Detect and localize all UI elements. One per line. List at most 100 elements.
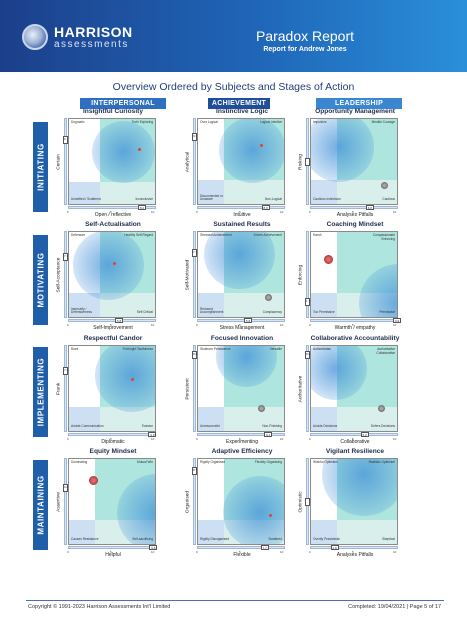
- row-label-motivating: MOTIVATING: [33, 235, 48, 325]
- paradox-panel: Collaborative Accountability Authoritativ…: [298, 335, 410, 448]
- quadrant-label-top-left: Blunt: [71, 347, 79, 351]
- quadrant-blue: [311, 519, 338, 544]
- quadrant-green-lower: [99, 181, 155, 204]
- quadrant-label-bottom-right: Scattered: [268, 537, 282, 542]
- quadrant-label-top-left: Over Logical: [200, 120, 218, 124]
- tick-low: 0: [309, 437, 311, 441]
- score-zone: [222, 476, 284, 544]
- tick-low: 0: [67, 550, 69, 554]
- panel-x-scale-bar: [197, 433, 285, 436]
- panel-y-scale-bar: [64, 118, 67, 205]
- x-score-badge: 7.7: [260, 545, 269, 550]
- quadrant-label-top-left: Harsh: [313, 233, 322, 237]
- panel-title: Insightful Curiosity: [82, 108, 144, 115]
- tick-low: 0: [196, 550, 198, 554]
- panel-title: Equity Mindset: [89, 448, 137, 455]
- quadrant-label-bottom-left: Rigidly Disorganised: [200, 537, 230, 542]
- tick-mid: 5: [110, 437, 112, 441]
- score-zone: [204, 232, 275, 290]
- column-header-interpersonal: INTERPERSONAL: [80, 98, 166, 109]
- score-marker-ring: [324, 255, 334, 265]
- quadrant-label-top-left: Stressed Achievement: [200, 233, 232, 237]
- panel-y-scale-bar: [306, 345, 309, 432]
- paradox-panel: Insightful Curiosity Certain Dogmatic Truth…: [56, 108, 168, 221]
- quadrant-green-lower: [224, 292, 284, 317]
- x-score-badge: 5.8: [115, 318, 124, 323]
- quadrant-label-bottom-right: Skeptical: [382, 537, 395, 542]
- y-score-badge: 8.7: [192, 467, 197, 476]
- tick-mid: 5: [239, 437, 241, 441]
- x-score-badge: 8.1: [264, 432, 273, 437]
- tick-mid: 5: [352, 550, 354, 554]
- paradox-panel: Self-Actualisation Self-Acceptance Defensi…: [56, 221, 168, 334]
- panel-x-axis-label: Experimenting: [226, 439, 258, 445]
- quadrant-blue: [311, 406, 338, 431]
- tick-high: 10: [393, 210, 397, 214]
- quadrant-blue: [311, 179, 338, 204]
- panel-title: Vigilant Resilience: [325, 448, 385, 455]
- tick-high: 10: [280, 323, 284, 327]
- panel-y-scale-bar: [193, 231, 196, 318]
- panel-y-axis-label: Organised: [185, 490, 190, 513]
- panel-y-scale-bar: [64, 231, 67, 318]
- tick-high: 10: [280, 210, 284, 214]
- score-zone: [95, 346, 155, 413]
- quadrant-label-top-right: Mindful Courage: [371, 120, 395, 124]
- score-marker-dot: [130, 377, 134, 381]
- tick-low: 0: [67, 437, 69, 441]
- panel-x-scale-bar: [197, 319, 285, 322]
- paradox-panel: Coaching Mindset Enforcing Harsh Compassion…: [298, 221, 410, 334]
- y-score-badge: 7.1: [63, 367, 68, 376]
- quadrant-label-top-right: Driven Achievement: [253, 233, 282, 237]
- panel-y-scale-bar: [193, 118, 196, 205]
- quadrant-label-bottom-left: Reduced Accomplishment: [200, 306, 224, 315]
- panel-plot: Dogmatic Truth Exploring Unsettled / Scatt…: [68, 118, 156, 205]
- x-score-badge: 6.8: [365, 205, 374, 210]
- x-score-badge: 9.8: [148, 432, 157, 437]
- panel-plot: Rigidly Organised Flexibly Organising Rigi…: [197, 458, 285, 545]
- quadrant-green-lower: [224, 406, 284, 431]
- panel-y-axis-label: Self-Acceptance: [56, 257, 61, 292]
- x-score-badge: 6.2: [360, 432, 369, 437]
- quadrant-blue: [69, 519, 96, 544]
- y-score-badge: [305, 157, 310, 166]
- tick-mid: 5: [239, 210, 241, 214]
- quadrant-blue: [311, 292, 338, 317]
- panel-x-axis-label: Stress Management: [219, 325, 265, 331]
- x-score-badge: 2.8: [330, 545, 339, 550]
- score-zone: [311, 119, 375, 182]
- quadrant-label-bottom-right: Inconclusive: [135, 197, 153, 202]
- tick-mid: 5: [110, 550, 112, 554]
- quadrant-green-lower: [337, 406, 397, 431]
- score-marker-ring: [380, 181, 388, 189]
- tick-mid: 5: [352, 437, 354, 441]
- panel-plot: Stressed Achievement Driven Achievement Re…: [197, 231, 285, 318]
- panel-x-scale-bar: [68, 206, 156, 209]
- paradox-panel: Equity Mindset Assertive Dominating Mutual …: [56, 448, 168, 561]
- panel-y-scale-bar: [64, 458, 67, 545]
- panel-title: Opportunity Management: [315, 108, 395, 115]
- quadrant-label-top-left: Dogmatic: [71, 120, 85, 124]
- panel-title: Collaborative Accountability: [310, 335, 400, 342]
- tick-high: 10: [151, 323, 155, 327]
- paradox-panel: Respectful Candor Frank Blunt Forthright Ta…: [56, 335, 168, 448]
- x-score-badge: 9.9: [393, 318, 402, 323]
- panel-x-axis-label: Helpful: [105, 552, 121, 558]
- y-score-badge: 9: [63, 135, 68, 144]
- tick-low: 0: [196, 323, 198, 327]
- quadrant-label-bottom-left: Too Permissive: [313, 310, 335, 315]
- report-title: Paradox Report: [255, 28, 355, 44]
- quadrant-label-bottom-left: Cautious Indecision: [313, 197, 341, 202]
- panel-y-axis-label: Assertive: [56, 491, 61, 512]
- quadrant-label-bottom-left: Disconnected or Unaware: [200, 193, 224, 202]
- quadrant-label-top-right: Realistic Optimism: [368, 460, 395, 464]
- x-score-badge: 8.2: [137, 205, 146, 210]
- quadrant-label-bottom-right: Evasive: [141, 424, 153, 429]
- report-subtitle: Report for Andrew Jones: [263, 46, 347, 53]
- tick-low: 0: [67, 210, 69, 214]
- quadrant-label-top-left: Impulsive: [313, 120, 327, 124]
- panel-x-axis-label: Diplomatic: [101, 439, 125, 445]
- panel-plot: Impulsive Mindful Courage Cautious Indecis…: [310, 118, 398, 205]
- quadrant-label-bottom-right: Self-sacrificing: [132, 537, 153, 542]
- panel-title: Sustained Results: [213, 221, 271, 228]
